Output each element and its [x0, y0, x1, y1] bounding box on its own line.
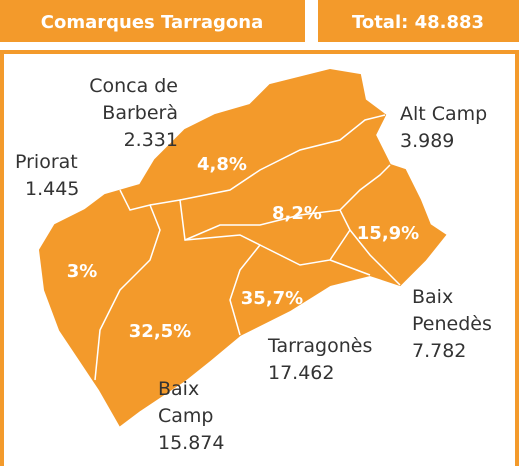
region-percent: 15,9%	[357, 223, 419, 244]
region-name: Barberà	[102, 102, 178, 124]
region-name: Priorat	[15, 151, 78, 173]
region-name: Camp	[158, 405, 213, 427]
region-value: 17.462	[268, 362, 334, 384]
region-percent: 4,8%	[197, 154, 247, 175]
region-name: Conca de	[89, 75, 178, 97]
region-value: 7.782	[412, 340, 466, 362]
total-box	[318, 0, 519, 42]
region-borders	[94, 114, 401, 381]
region-percent: 35,7%	[241, 288, 303, 309]
region-value: 2.331	[124, 129, 178, 151]
region-name: Tarragonès	[267, 335, 372, 357]
region-name: Alt Camp	[400, 103, 487, 125]
region-percent: 8,2%	[272, 203, 322, 224]
title-box	[0, 0, 305, 42]
region-value: 1.445	[25, 178, 79, 200]
frame	[0, 50, 519, 466]
region-name: Penedès	[412, 313, 492, 335]
region-value: 3.989	[400, 130, 454, 152]
region-value: 15.874	[158, 432, 224, 454]
region-percent: 3%	[67, 261, 98, 282]
region-name: Baix	[158, 378, 199, 400]
title: Comarques Tarragona	[41, 12, 263, 33]
region-percent: 32,5%	[129, 321, 191, 342]
region-name: Baix	[412, 286, 453, 308]
map-shape	[38, 68, 447, 427]
total: Total: 48.883	[352, 12, 484, 33]
